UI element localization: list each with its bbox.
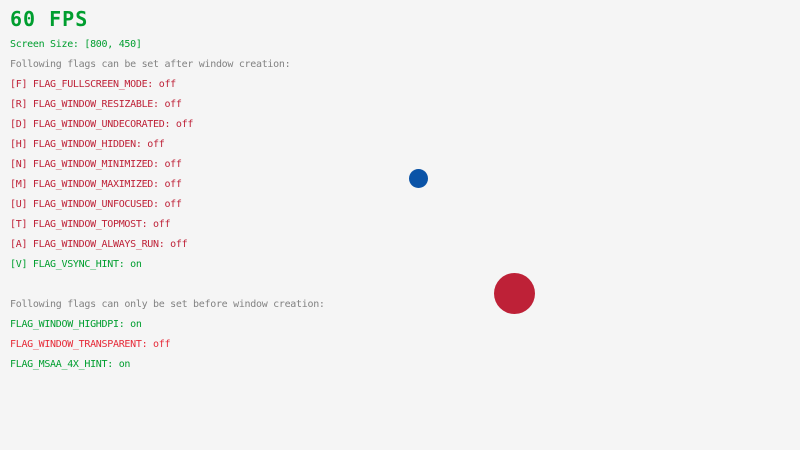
- before-creation-heading: Following flags can only be set before w…: [10, 299, 325, 310]
- screen-size-label: Screen Size: [800, 450]: [10, 39, 142, 50]
- flag-window-topmost: [T] FLAG_WINDOW_TOPMOST: off: [10, 219, 171, 230]
- blue-ball: [409, 169, 428, 188]
- flag-fullscreen-mode: [F] FLAG_FULLSCREEN_MODE: off: [10, 79, 176, 90]
- flag-vsync-hint: [V] FLAG_VSYNC_HINT: on: [10, 259, 142, 270]
- flag-window-always-run: [A] FLAG_WINDOW_ALWAYS_RUN: off: [10, 239, 188, 250]
- flag-window-highdpi: FLAG_WINDOW_HIGHDPI: on: [10, 319, 142, 330]
- flag-window-resizable: [R] FLAG_WINDOW_RESIZABLE: off: [10, 99, 182, 110]
- flag-window-undecorated: [D] FLAG_WINDOW_UNDECORATED: off: [10, 119, 194, 130]
- fps-counter: 60 FPS: [10, 7, 89, 31]
- flag-msaa-4x-hint: FLAG_MSAA_4X_HINT: on: [10, 359, 131, 370]
- flag-window-unfocused: [U] FLAG_WINDOW_UNFOCUSED: off: [10, 199, 182, 210]
- flag-window-maximized: [M] FLAG_WINDOW_MAXIMIZED: off: [10, 179, 182, 190]
- flag-window-transparent: FLAG_WINDOW_TRANSPARENT: off: [10, 339, 171, 350]
- flag-window-hidden: [H] FLAG_WINDOW_HIDDEN: off: [10, 139, 165, 150]
- red-ball: [494, 273, 535, 314]
- after-creation-heading: Following flags can be set after window …: [10, 59, 291, 70]
- flag-window-minimized: [N] FLAG_WINDOW_MINIMIZED: off: [10, 159, 182, 170]
